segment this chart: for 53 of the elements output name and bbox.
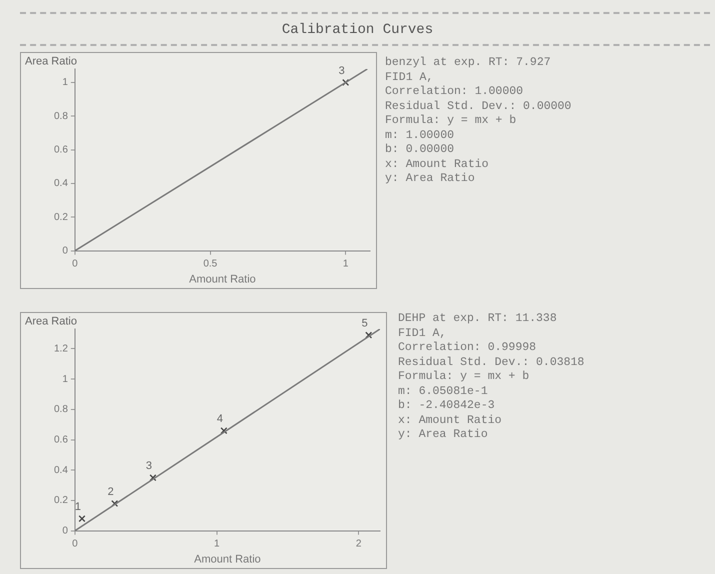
text: benzyl at exp. RT: 7.927 bbox=[385, 56, 552, 70]
y-tick-label: 0.6 bbox=[54, 434, 68, 446]
annotation: 3 bbox=[338, 65, 345, 77]
annotation: 5 bbox=[362, 318, 368, 330]
x-tick-label: 0 bbox=[72, 538, 78, 550]
point bbox=[111, 500, 118, 507]
x-axis-title: Amount Ratio bbox=[189, 273, 256, 286]
y-tick-label: 1 bbox=[62, 77, 68, 88]
text: y: Area Ratio bbox=[398, 428, 489, 442]
text: b: -2.40842e-3 bbox=[398, 399, 496, 414]
y-tick-label: 0.2 bbox=[54, 495, 68, 506]
y-tick-label: 0 bbox=[62, 246, 68, 257]
point bbox=[149, 474, 156, 482]
text: FID1 A, bbox=[398, 326, 448, 341]
point bbox=[220, 427, 228, 434]
x-tick-label: 1 bbox=[342, 258, 349, 270]
text: DEHP at exp. RT: 11.338 bbox=[398, 312, 558, 326]
y-tick-label: 0.2 bbox=[54, 212, 68, 223]
annotation: 4 bbox=[216, 413, 223, 426]
text: m: 6.05081e-1 bbox=[398, 384, 489, 399]
y-tick-label: 1.2 bbox=[54, 343, 68, 354]
text: Formula: y = mx + b bbox=[385, 114, 518, 128]
annotation: 3 bbox=[146, 460, 152, 472]
x-axis-title: Amount Ratio bbox=[194, 553, 261, 566]
point bbox=[365, 332, 372, 339]
text: x: Amount Ratio bbox=[385, 158, 490, 172]
text: Residual Std. Dev.: 0.00000 bbox=[385, 100, 572, 114]
y-tick-label: 0.4 bbox=[54, 178, 68, 190]
chart-title: Calibration Curves bbox=[280, 22, 434, 38]
text: Residual Std. Dev.: 0.03818 bbox=[398, 356, 586, 370]
y-axis-title: Area Ratio bbox=[25, 316, 77, 328]
annotation: 2 bbox=[108, 486, 114, 498]
y-tick-label: 0.6 bbox=[54, 144, 68, 156]
text: x: Amount Ratio bbox=[398, 414, 503, 428]
x-tick-label: 1 bbox=[214, 538, 220, 550]
text: y: Area Ratio bbox=[385, 172, 476, 186]
y-tick-label: 0.8 bbox=[54, 110, 68, 122]
y-tick-label: 0.8 bbox=[54, 404, 68, 416]
y-tick-label: 1 bbox=[62, 374, 68, 385]
text: b: 0.00000 bbox=[385, 143, 456, 158]
x-tick-label: 0.5 bbox=[203, 258, 218, 270]
annotation: 1 bbox=[74, 501, 82, 514]
text: m: 1.00000 bbox=[385, 128, 456, 143]
y-tick-label: 0.4 bbox=[54, 464, 68, 476]
point bbox=[78, 515, 86, 522]
text: Correlation: 1.00000 bbox=[385, 85, 524, 100]
text: Formula: y = mx + b bbox=[398, 370, 530, 384]
x-tick-label: 2 bbox=[356, 538, 362, 550]
y-axis-title: Area Ratio bbox=[25, 56, 77, 68]
y-tick-label: 0 bbox=[62, 526, 68, 537]
x-tick-label: 0 bbox=[72, 258, 78, 270]
text: Correlation: 0.99998 bbox=[398, 341, 538, 356]
text: FID1 A, bbox=[385, 70, 434, 85]
